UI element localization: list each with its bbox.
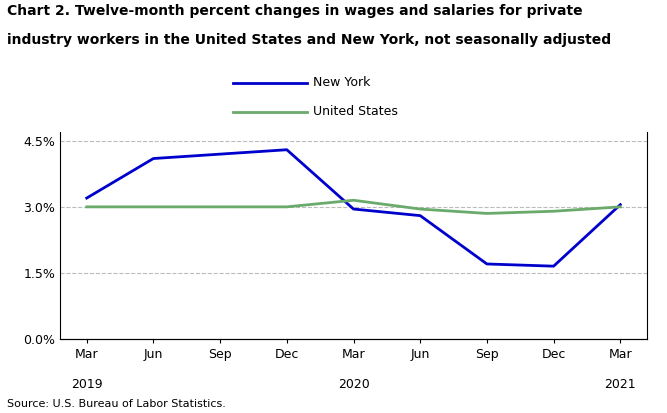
Text: 2019: 2019 (71, 377, 103, 391)
Text: Source: U.S. Bureau of Labor Statistics.: Source: U.S. Bureau of Labor Statistics. (7, 399, 225, 409)
Text: United States: United States (313, 105, 398, 118)
Text: industry workers in the United States and New York, not seasonally adjusted: industry workers in the United States an… (7, 33, 611, 47)
Text: 2021: 2021 (604, 377, 636, 391)
Text: New York: New York (313, 76, 371, 89)
Text: 2020: 2020 (338, 377, 370, 391)
Text: Chart 2. Twelve-month percent changes in wages and salaries for private: Chart 2. Twelve-month percent changes in… (7, 4, 582, 18)
